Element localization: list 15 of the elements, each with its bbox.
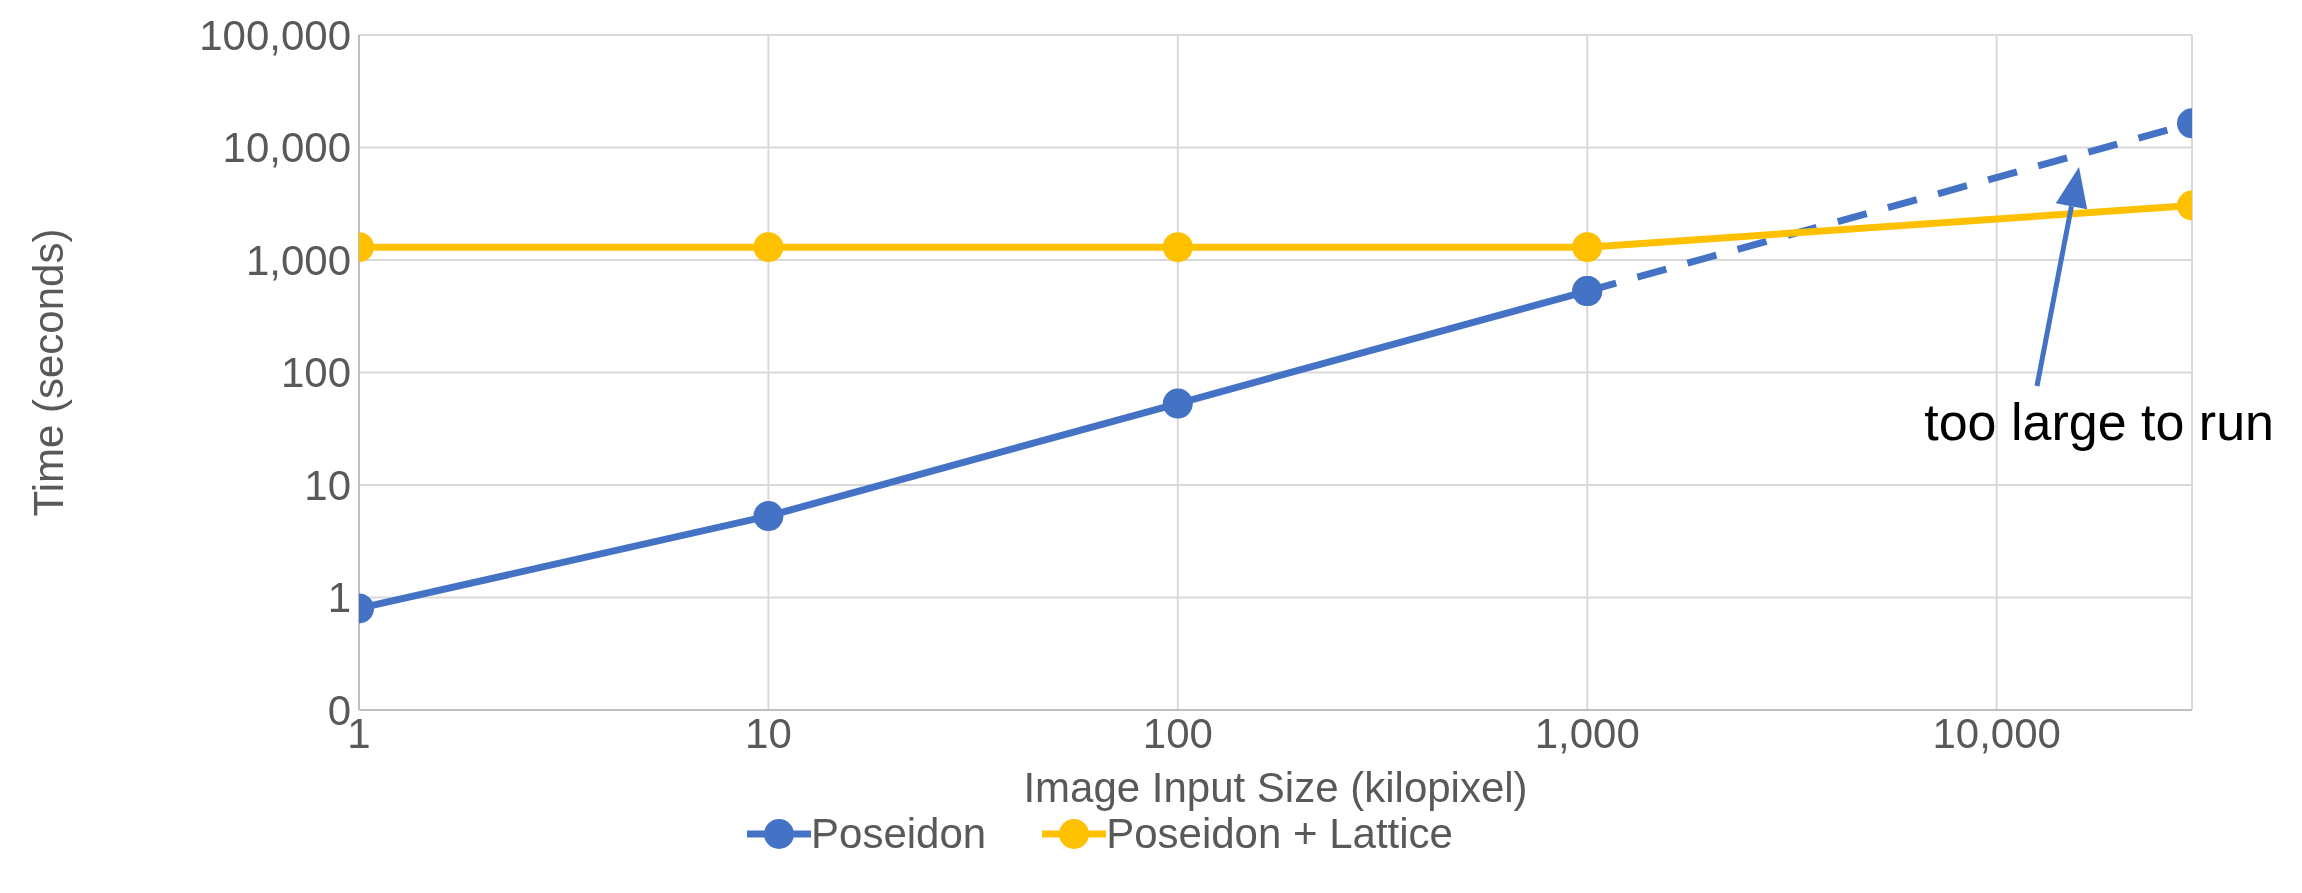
y-tick-label: 100 — [280, 349, 351, 397]
x-axis-title: Image Input Size (kilopixel) — [1023, 764, 1528, 811]
legend-label: Poseidon — [811, 810, 987, 858]
y-tick-label: 10 — [304, 461, 351, 509]
y-tick-label: 1 — [327, 574, 351, 622]
y-axis-title: Time (seconds) — [24, 228, 72, 517]
y-tick-label: 10,000 — [222, 124, 351, 172]
annotation: too large to run — [1924, 393, 2274, 451]
legend-label: Poseidon + Lattice — [1106, 810, 1453, 858]
x-tick-label: 10 — [745, 709, 792, 757]
x-tick-label: 10,000 — [1932, 709, 2061, 757]
x-tick-label: 1,000 — [1534, 709, 1640, 757]
y-tick-label: 100,000 — [199, 11, 351, 59]
x-tick-label: 100 — [1142, 709, 1213, 757]
y-tick-label: 1,000 — [245, 236, 351, 284]
